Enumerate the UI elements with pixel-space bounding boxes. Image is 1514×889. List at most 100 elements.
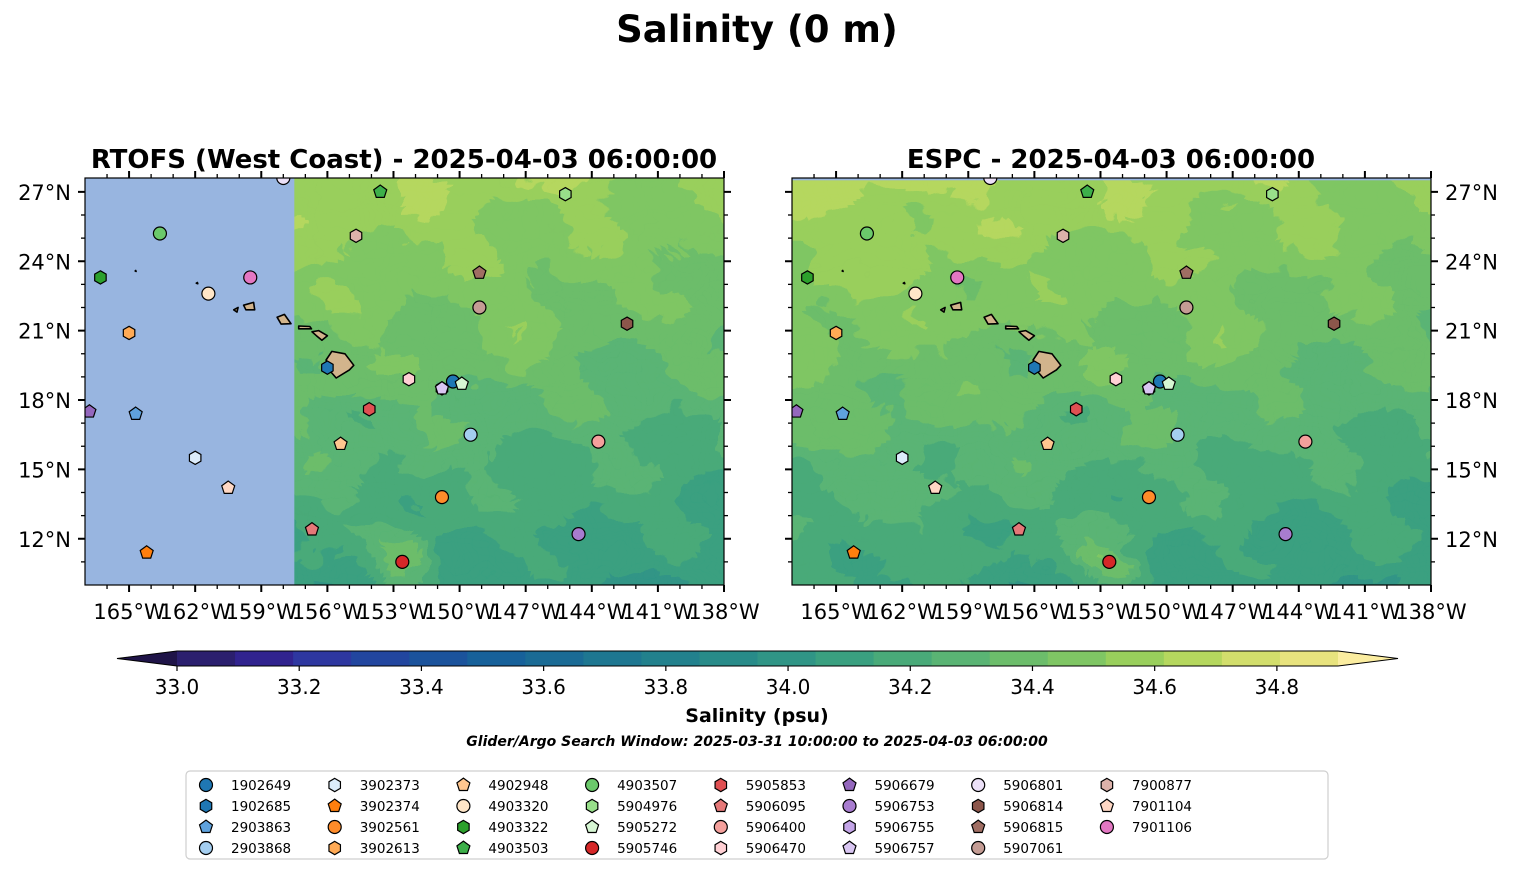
legend-marker — [584, 819, 600, 834]
legend-item: 5905746 — [584, 840, 677, 857]
float-marker-2903868 — [1170, 427, 1185, 442]
y-tick-label: 24°N — [18, 250, 71, 274]
legend-marker — [1099, 798, 1115, 813]
colorbar-segment — [815, 651, 875, 666]
float-marker-3902374 — [139, 545, 154, 559]
search-window-subtitle: Glider/Argo Search Window: 2025-03-31 10… — [466, 734, 1048, 750]
x-tick-label: 147°W — [1197, 600, 1269, 624]
float-marker-7901106 — [950, 270, 965, 285]
float-marker-5906753 — [1278, 527, 1293, 542]
legend-label: 7901104 — [1132, 799, 1192, 815]
axes: 165°W162°W159°W156°W153°W150°W147°W144°W… — [18, 171, 760, 624]
legend-item: 5906815 — [971, 819, 1063, 836]
colorbar-segment — [699, 651, 759, 666]
legend-label: 5905746 — [617, 841, 677, 857]
float-marker-4903503 — [1080, 184, 1095, 198]
legend-marker — [971, 819, 986, 834]
float-marker-2903868 — [463, 427, 478, 442]
y-tick-label: 18°N — [18, 389, 71, 413]
legend-item: 1902649 — [198, 777, 291, 794]
float-marker-5906679 — [792, 403, 804, 418]
island — [232, 306, 239, 313]
legend-item: 5907061 — [971, 840, 1063, 857]
float-marker-5905746 — [395, 554, 410, 569]
legend-item: 7900877 — [1100, 777, 1192, 794]
legend-marker — [713, 819, 728, 835]
colorbar-extend-high — [1338, 651, 1398, 666]
island — [841, 269, 844, 273]
island — [1004, 325, 1020, 330]
float-marker-5906400 — [591, 434, 606, 449]
panel-title: RTOFS (West Coast) - 2025-04-03 06:00:00 — [91, 145, 717, 175]
x-tick-label: 165°W — [93, 600, 165, 624]
legend-label: 4903503 — [488, 841, 548, 857]
legend-item: 1902685 — [199, 798, 291, 815]
legend-marker — [714, 840, 728, 856]
float-marker-4903320 — [908, 286, 923, 301]
float-marker-5906679 — [85, 403, 97, 418]
colorbar-segment — [1163, 651, 1223, 666]
colorbar-tick-label: 34.0 — [766, 675, 811, 699]
float-marker-5906470 — [1109, 371, 1123, 387]
float-marker-3902613 — [829, 325, 843, 341]
legend-item: 5906757 — [842, 840, 935, 857]
legend-item: 5905272 — [584, 819, 677, 836]
colorbar-segment — [525, 651, 584, 666]
y-tick-label: 15°N — [1445, 458, 1498, 482]
colorbar-segment — [873, 651, 933, 666]
colorbar-tick-label: 33.6 — [521, 675, 566, 699]
colorbar-segment — [293, 651, 352, 666]
colorbar-tick-label: 33.8 — [644, 675, 689, 699]
float-marker-2903863 — [128, 406, 143, 420]
colorbar-tick-label: 33.0 — [155, 675, 200, 699]
colorbar-segment — [177, 651, 236, 666]
colorbar-segment — [1279, 651, 1339, 666]
legend-label: 7901106 — [1132, 820, 1192, 836]
legend-marker — [1100, 777, 1114, 793]
float-marker-5906095 — [304, 521, 320, 536]
legend-marker — [199, 798, 213, 814]
float-marker-3902374 — [846, 545, 861, 559]
colorbar-segment — [757, 651, 817, 666]
y-tick-label: 18°N — [1445, 389, 1498, 413]
float-marker-3902373 — [895, 450, 909, 466]
legend-label: 5906753 — [875, 799, 935, 815]
legend-marker — [457, 819, 470, 835]
legend-label: 5906815 — [1003, 820, 1063, 836]
float-marker-1902685 — [1028, 360, 1041, 375]
island — [1018, 329, 1036, 342]
legend-item: 5906753 — [842, 798, 935, 815]
island — [297, 325, 313, 330]
colorbar-segment — [989, 651, 1049, 666]
x-tick-label: 144°W — [1263, 600, 1335, 624]
colorbar-segment — [235, 651, 294, 666]
plot-frame — [791, 177, 1432, 586]
salinity-field — [792, 178, 1431, 585]
panel-rtofs: RTOFS (West Coast) - 2025-04-03 06:00:00… — [18, 145, 760, 624]
x-tick-label: 162°W — [159, 600, 231, 624]
legend-item: 3902561 — [327, 819, 420, 836]
legend-marker — [198, 777, 214, 793]
legend-marker — [714, 777, 728, 793]
legend-item: 7901106 — [1099, 819, 1192, 836]
y-tick-label: 27°N — [1445, 181, 1498, 205]
legend-label: 5905272 — [617, 820, 677, 836]
x-tick-label: 165°W — [800, 600, 872, 624]
x-tick-label: 153°W — [1065, 600, 1137, 624]
legend-marker — [1099, 819, 1115, 835]
colorbar-tick-label: 34.2 — [888, 675, 933, 699]
x-tick-label: 138°W — [1395, 600, 1467, 624]
colorbar-segment — [1105, 651, 1165, 666]
float-marker-7901104 — [221, 480, 236, 494]
float-marker-5906400 — [1298, 434, 1313, 449]
legend-item: 4902948 — [456, 777, 549, 794]
panel-title: ESPC - 2025-04-03 06:00:00 — [907, 145, 1315, 175]
legend-marker — [842, 798, 857, 814]
x-tick-label: 156°W — [999, 600, 1071, 624]
colorbar-tick-label: 33.4 — [399, 675, 444, 699]
legend-marker — [584, 840, 600, 856]
legend-label: 4903322 — [488, 820, 548, 836]
x-tick-label: 159°W — [226, 600, 298, 624]
legend-marker — [971, 840, 986, 856]
